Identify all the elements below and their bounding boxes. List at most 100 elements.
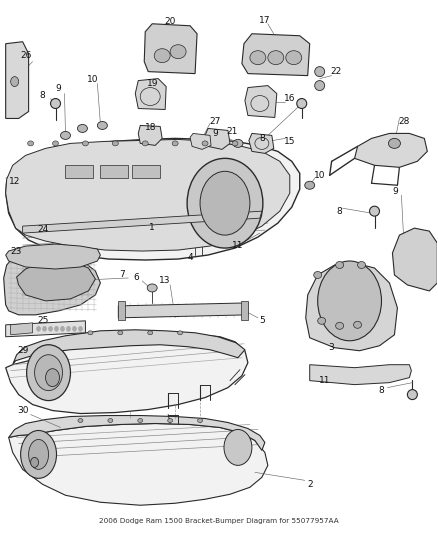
Polygon shape: [6, 42, 28, 118]
Polygon shape: [66, 165, 93, 178]
Ellipse shape: [314, 80, 325, 91]
Ellipse shape: [200, 171, 250, 235]
Polygon shape: [306, 263, 397, 351]
Text: 9: 9: [392, 187, 398, 196]
Ellipse shape: [187, 158, 263, 248]
Ellipse shape: [389, 139, 400, 148]
Text: 26: 26: [20, 51, 31, 60]
Ellipse shape: [370, 206, 379, 216]
Ellipse shape: [198, 418, 202, 423]
Polygon shape: [17, 261, 95, 301]
Ellipse shape: [168, 418, 173, 423]
Polygon shape: [13, 330, 245, 365]
Ellipse shape: [268, 51, 284, 64]
Ellipse shape: [232, 141, 238, 146]
Polygon shape: [245, 86, 277, 117]
Text: 15: 15: [284, 137, 296, 146]
Polygon shape: [6, 139, 300, 260]
Text: 18: 18: [145, 123, 156, 132]
Ellipse shape: [357, 262, 366, 269]
Text: 1: 1: [149, 223, 155, 232]
Text: 28: 28: [399, 117, 410, 126]
Ellipse shape: [148, 331, 153, 335]
Text: 4: 4: [187, 253, 193, 262]
Ellipse shape: [27, 345, 71, 401]
Text: 24: 24: [37, 224, 48, 233]
Ellipse shape: [314, 271, 321, 278]
Ellipse shape: [233, 140, 243, 148]
Ellipse shape: [407, 390, 417, 400]
Ellipse shape: [314, 67, 325, 77]
Polygon shape: [205, 128, 230, 149]
Polygon shape: [118, 301, 125, 320]
Text: 25: 25: [37, 316, 48, 325]
Ellipse shape: [250, 51, 266, 64]
Ellipse shape: [108, 418, 113, 423]
Text: 30: 30: [17, 406, 28, 415]
Ellipse shape: [53, 141, 59, 146]
Text: 8: 8: [337, 207, 343, 216]
Polygon shape: [6, 140, 290, 251]
Polygon shape: [4, 251, 100, 315]
Ellipse shape: [42, 326, 46, 332]
Text: 10: 10: [87, 75, 98, 84]
Ellipse shape: [28, 141, 34, 146]
Ellipse shape: [112, 141, 118, 146]
Text: 27: 27: [209, 117, 221, 126]
Text: 8: 8: [40, 91, 46, 100]
Text: 17: 17: [259, 17, 271, 25]
Polygon shape: [135, 78, 166, 109]
Ellipse shape: [318, 261, 381, 341]
Ellipse shape: [154, 49, 170, 63]
Ellipse shape: [78, 124, 88, 132]
Ellipse shape: [353, 321, 361, 328]
Polygon shape: [9, 416, 265, 450]
Polygon shape: [249, 133, 274, 154]
Ellipse shape: [88, 331, 93, 335]
Polygon shape: [190, 133, 211, 149]
Text: 2006 Dodge Ram 1500 Bracket-Bumper Diagram for 55077957AA: 2006 Dodge Ram 1500 Bracket-Bumper Diagr…: [99, 518, 339, 524]
Ellipse shape: [297, 99, 307, 109]
Text: 11: 11: [319, 376, 330, 385]
Ellipse shape: [46, 369, 60, 386]
Ellipse shape: [78, 418, 83, 423]
Polygon shape: [392, 228, 437, 291]
Polygon shape: [310, 365, 411, 385]
Ellipse shape: [336, 322, 343, 329]
Text: 7: 7: [120, 270, 125, 279]
Text: 16: 16: [284, 94, 296, 103]
Ellipse shape: [72, 326, 77, 332]
Text: 22: 22: [330, 67, 341, 76]
Ellipse shape: [178, 331, 183, 335]
Polygon shape: [138, 125, 162, 146]
Text: 13: 13: [159, 277, 171, 286]
Text: 12: 12: [9, 177, 20, 186]
Ellipse shape: [21, 431, 57, 478]
Polygon shape: [118, 303, 248, 318]
Polygon shape: [355, 133, 427, 167]
Ellipse shape: [172, 141, 178, 146]
Text: 11: 11: [232, 240, 244, 249]
Ellipse shape: [54, 326, 59, 332]
Polygon shape: [11, 323, 32, 335]
Ellipse shape: [138, 418, 143, 423]
Ellipse shape: [31, 457, 39, 467]
Polygon shape: [100, 165, 128, 178]
Text: 19: 19: [146, 79, 158, 88]
Text: 9: 9: [212, 129, 218, 138]
Text: 20: 20: [164, 17, 176, 26]
Ellipse shape: [11, 77, 19, 86]
Ellipse shape: [67, 326, 71, 332]
Ellipse shape: [305, 181, 314, 189]
Ellipse shape: [170, 45, 186, 59]
Ellipse shape: [118, 331, 123, 335]
Ellipse shape: [318, 317, 326, 324]
Polygon shape: [144, 24, 197, 74]
Text: 2: 2: [307, 480, 313, 489]
Ellipse shape: [60, 326, 64, 332]
Ellipse shape: [82, 141, 88, 146]
Text: 5: 5: [259, 316, 265, 325]
Polygon shape: [6, 335, 248, 414]
Text: 9: 9: [56, 84, 61, 93]
Ellipse shape: [97, 122, 107, 130]
